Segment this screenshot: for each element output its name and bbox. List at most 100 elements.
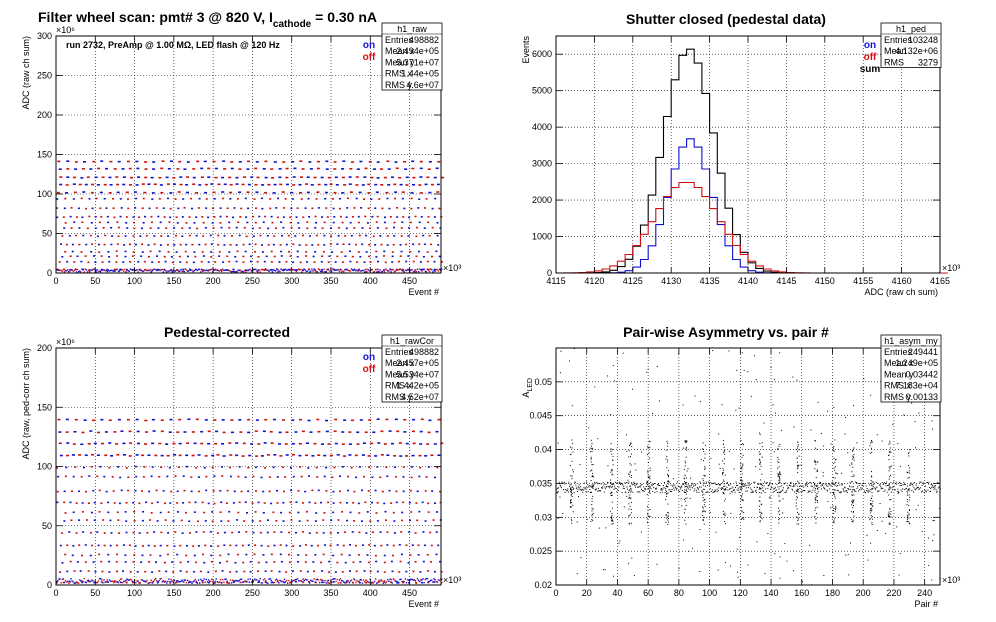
stats-key: Entries xyxy=(884,35,913,45)
point xyxy=(591,515,593,517)
point xyxy=(322,553,325,556)
point xyxy=(774,486,776,488)
point xyxy=(699,486,701,488)
point xyxy=(918,488,920,490)
point xyxy=(592,495,594,497)
point xyxy=(90,222,93,224)
point xyxy=(596,483,598,485)
point xyxy=(329,243,332,245)
x-tick-label: 80 xyxy=(674,588,684,598)
point xyxy=(93,519,96,522)
point xyxy=(254,250,257,253)
point xyxy=(385,466,388,469)
point xyxy=(707,491,709,493)
point xyxy=(880,486,882,488)
point xyxy=(704,468,706,470)
point xyxy=(419,430,423,433)
point xyxy=(368,581,370,584)
point xyxy=(376,268,379,271)
point xyxy=(305,255,308,257)
point xyxy=(741,466,743,468)
point xyxy=(890,482,892,484)
point xyxy=(744,485,746,487)
point xyxy=(211,578,213,580)
point xyxy=(850,486,852,488)
point xyxy=(104,234,107,237)
point xyxy=(150,475,153,478)
point xyxy=(386,197,389,200)
legend-sum: sum xyxy=(860,64,881,75)
point xyxy=(616,482,618,484)
point xyxy=(668,521,670,523)
point xyxy=(383,502,386,505)
point xyxy=(204,419,208,421)
point xyxy=(298,442,302,445)
point xyxy=(609,510,611,512)
point xyxy=(349,511,352,514)
point xyxy=(290,581,292,584)
point xyxy=(878,490,880,492)
point xyxy=(694,485,696,487)
point xyxy=(805,482,807,484)
point xyxy=(835,507,837,509)
point xyxy=(433,260,436,263)
point xyxy=(188,227,191,229)
point xyxy=(594,489,596,491)
point xyxy=(405,269,408,272)
point xyxy=(647,485,649,487)
point xyxy=(758,500,760,502)
point xyxy=(104,269,106,272)
point xyxy=(796,516,798,518)
point xyxy=(652,490,654,492)
point xyxy=(376,570,379,573)
point xyxy=(315,234,318,237)
point xyxy=(197,268,200,271)
point xyxy=(223,244,226,246)
point xyxy=(435,430,439,433)
point xyxy=(167,235,170,237)
point xyxy=(85,269,88,271)
point xyxy=(644,487,646,489)
point xyxy=(282,161,286,163)
point xyxy=(586,481,588,483)
point xyxy=(78,270,80,273)
point xyxy=(759,432,761,434)
point xyxy=(291,442,295,445)
point xyxy=(611,483,613,485)
point xyxy=(139,269,141,272)
point xyxy=(735,481,737,483)
point xyxy=(343,270,345,273)
point xyxy=(313,261,316,263)
point xyxy=(427,431,431,434)
point xyxy=(127,207,130,210)
point xyxy=(656,366,658,368)
point xyxy=(416,268,419,270)
point xyxy=(872,485,874,487)
point xyxy=(155,268,157,271)
point xyxy=(393,271,396,273)
point xyxy=(151,198,154,200)
point xyxy=(212,489,215,492)
point xyxy=(90,544,93,547)
point xyxy=(682,404,684,406)
point xyxy=(244,580,246,582)
point xyxy=(281,234,284,237)
point xyxy=(598,489,600,491)
point xyxy=(833,407,835,409)
point xyxy=(267,269,269,272)
point xyxy=(174,270,177,272)
point xyxy=(326,268,328,271)
point xyxy=(833,463,835,465)
point xyxy=(408,216,411,219)
point xyxy=(685,448,687,450)
point xyxy=(851,494,853,496)
point xyxy=(249,578,251,580)
point xyxy=(180,268,182,271)
point xyxy=(611,523,613,525)
point xyxy=(431,490,434,492)
point xyxy=(147,582,149,584)
point xyxy=(201,501,204,504)
point xyxy=(409,221,412,224)
point xyxy=(292,580,294,582)
point xyxy=(908,490,910,492)
